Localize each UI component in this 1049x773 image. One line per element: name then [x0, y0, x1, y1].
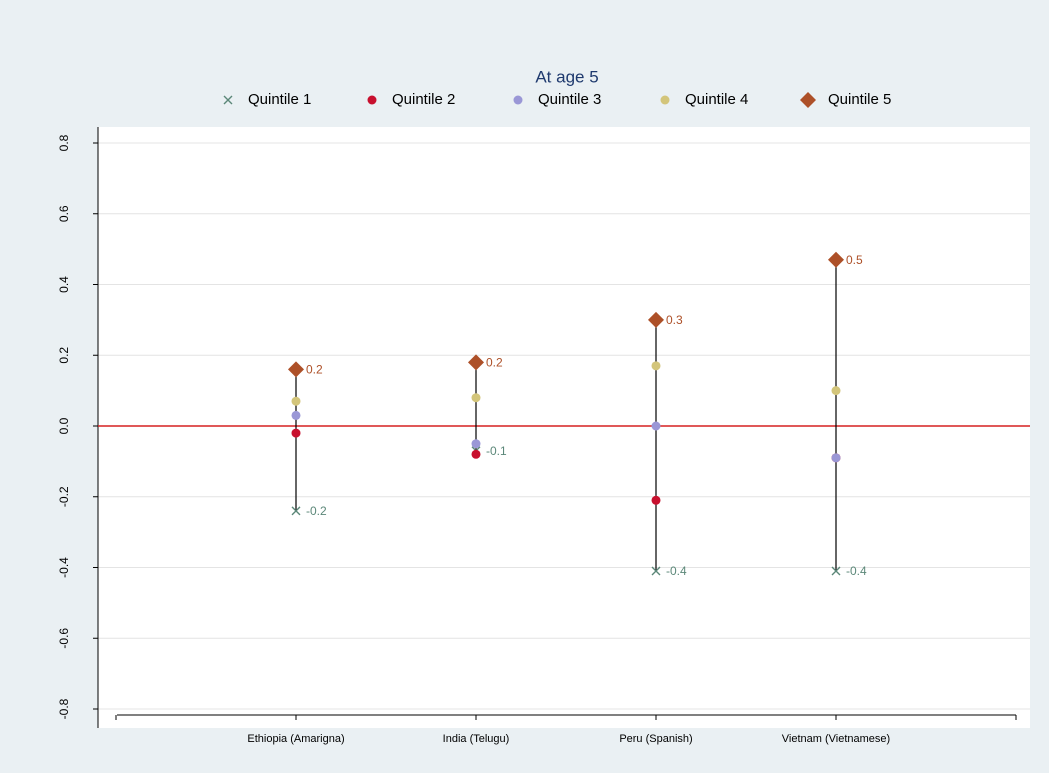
- data-label: -0.2: [306, 504, 327, 518]
- y-tick-label: -0.2: [57, 486, 71, 507]
- data-label: 0.2: [306, 363, 323, 377]
- legend-label: Quintile 3: [538, 91, 601, 108]
- x-tick-label: Vietnam (Vietnamese): [782, 733, 890, 745]
- legend-marker: [223, 95, 233, 105]
- point: [288, 361, 304, 378]
- data-label: -0.4: [846, 564, 867, 578]
- data-label: 0.3: [666, 313, 683, 327]
- point: [831, 566, 841, 576]
- legend-marker: [367, 95, 377, 105]
- x-tick-label: Peru (Spanish): [619, 733, 692, 745]
- point: [291, 396, 301, 406]
- y-tick-label: 0.2: [57, 347, 71, 364]
- point: [651, 495, 661, 505]
- data-label: -0.1: [486, 444, 507, 458]
- point: [471, 439, 481, 449]
- y-tick-label: -0.6: [57, 628, 71, 649]
- legend-label: Quintile 2: [392, 91, 455, 108]
- point: [291, 428, 301, 438]
- plot-area: [98, 127, 1030, 728]
- point: [468, 354, 484, 371]
- point: [291, 506, 301, 516]
- point: [828, 251, 844, 268]
- y-tick-label: 0.4: [57, 276, 71, 293]
- legend-marker: [660, 95, 670, 105]
- data-label: -0.4: [666, 564, 687, 578]
- legend-marker: [513, 95, 523, 105]
- x-tick-label: India (Telugu): [443, 733, 510, 745]
- point: [651, 421, 661, 431]
- point: [831, 453, 841, 463]
- y-tick-label: 0.6: [57, 205, 71, 222]
- y-tick-label: -0.4: [57, 557, 71, 578]
- data-label: 0.2: [486, 355, 503, 369]
- point: [831, 386, 841, 396]
- point: [648, 311, 664, 328]
- legend-label: Quintile 4: [685, 91, 748, 108]
- y-tick-label: 0.8: [57, 134, 71, 151]
- legend-label: Quintile 5: [828, 91, 891, 108]
- point: [471, 449, 481, 459]
- y-tick-label: -0.8: [57, 698, 71, 719]
- point: [651, 566, 661, 576]
- point: [651, 361, 661, 371]
- data-label: 0.5: [846, 253, 863, 267]
- chart-title: At age 5: [535, 67, 598, 86]
- point: [471, 393, 481, 403]
- legend-marker: [800, 92, 816, 108]
- point: [291, 410, 301, 420]
- y-tick-label: 0.0: [57, 417, 71, 434]
- x-tick-label: Ethiopia (Amarigna): [247, 733, 344, 745]
- legend-label: Quintile 1: [248, 91, 311, 108]
